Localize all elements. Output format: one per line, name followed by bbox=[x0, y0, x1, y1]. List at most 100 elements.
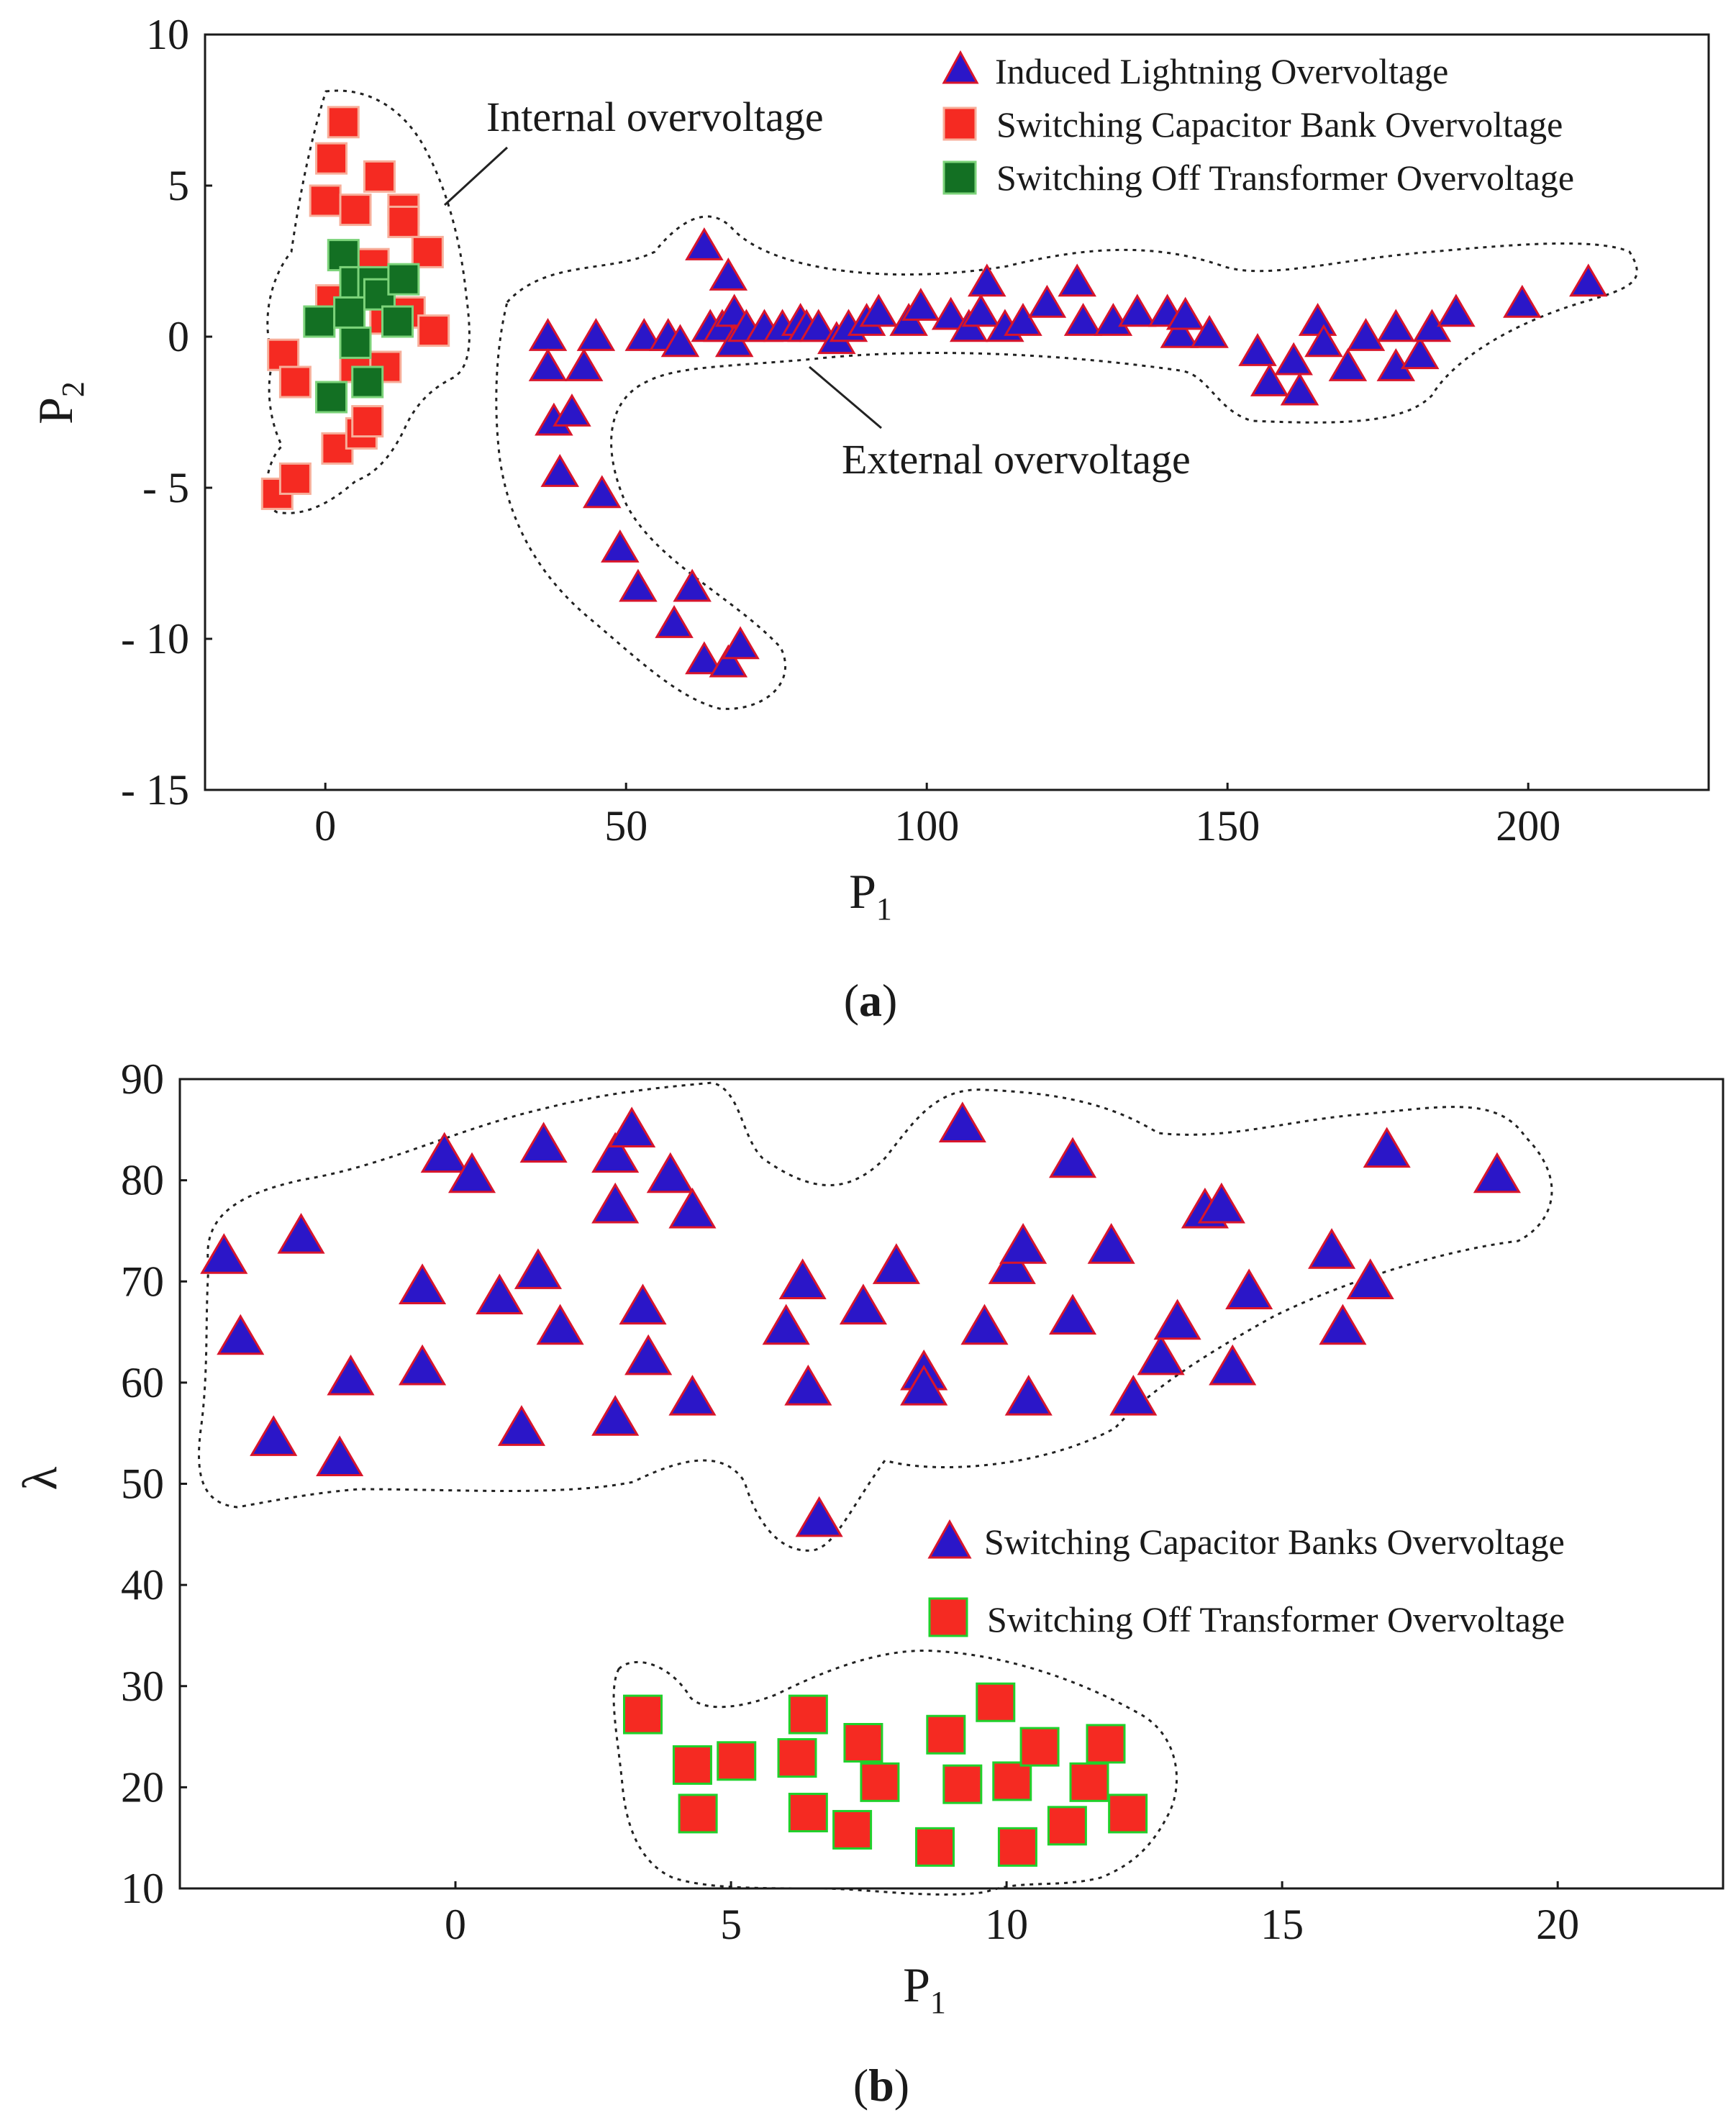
b-triangle-point bbox=[591, 1395, 640, 1436]
b-legend-item-capacitor-banks: Switching Capacitor Banks Overvoltage bbox=[927, 1519, 1565, 1562]
a-square-point bbox=[327, 106, 360, 139]
a-y-tick-label: - 10 bbox=[121, 615, 189, 663]
a-triangle-point bbox=[528, 318, 568, 351]
a-internal-cluster-outline bbox=[265, 89, 471, 514]
b-square-point bbox=[942, 1764, 983, 1804]
b-square-point bbox=[1047, 1806, 1087, 1846]
b-triangle-point bbox=[497, 1405, 546, 1446]
b-triangle-point bbox=[960, 1304, 1009, 1345]
b-legend-red-square-symbol bbox=[928, 1597, 968, 1637]
b-triangle-point bbox=[1153, 1299, 1201, 1340]
a-triangle-point bbox=[961, 294, 1001, 327]
a-square-point bbox=[417, 314, 450, 347]
a-square-point bbox=[315, 142, 348, 175]
a-triangle-point bbox=[564, 348, 604, 381]
a-triangle-point bbox=[1250, 363, 1289, 396]
a-triangle-point bbox=[1346, 318, 1386, 351]
b-triangle-point bbox=[1319, 1304, 1367, 1345]
b-x-axis-label: P1 bbox=[903, 1958, 946, 2020]
b-triangle-point bbox=[1004, 1374, 1053, 1416]
b-triangle-point bbox=[1048, 1293, 1097, 1335]
a-triangle-point bbox=[1569, 263, 1608, 297]
a-x-tick-label: 0 bbox=[314, 802, 336, 850]
a-square-point bbox=[339, 194, 372, 227]
a-square-point bbox=[411, 235, 444, 268]
b-triangle-point bbox=[200, 1233, 248, 1274]
a-annotation-external-leader bbox=[809, 365, 882, 429]
b-triangle-point bbox=[1087, 1223, 1135, 1264]
a-x-axis-label: P1 bbox=[849, 864, 892, 927]
a-square-point bbox=[303, 305, 336, 338]
b-square-point bbox=[678, 1793, 718, 1834]
b-triangle-point bbox=[762, 1304, 810, 1345]
a-y-tick-label: 0 bbox=[168, 313, 189, 360]
a-triangle-point bbox=[1094, 303, 1133, 336]
b-triangle-point bbox=[514, 1248, 563, 1289]
a-triangle-point bbox=[1190, 314, 1229, 348]
b-triangle-point bbox=[1048, 1137, 1097, 1178]
b-triangle-point bbox=[250, 1415, 298, 1456]
a-legend-item-transformer: Switching Off Transformer Overvoltage bbox=[942, 158, 1574, 198]
a-series-2 bbox=[260, 106, 450, 510]
a-triangle-point bbox=[582, 475, 622, 509]
a-triangle-point bbox=[1118, 294, 1157, 327]
a-x-tick-label: 150 bbox=[1195, 802, 1260, 850]
b-triangle-point bbox=[784, 1364, 832, 1406]
a-triangle-point bbox=[1063, 303, 1103, 336]
b-triangle-point bbox=[420, 1132, 468, 1173]
b-series-2 bbox=[623, 1682, 1148, 1867]
a-triangle-point bbox=[576, 318, 616, 351]
b-square-cluster-outline bbox=[612, 1649, 1178, 1896]
b-triangle-point bbox=[668, 1187, 717, 1229]
a-panel-label: (a) bbox=[844, 975, 898, 1026]
b-triangle-point bbox=[938, 1101, 986, 1142]
b-triangle-point bbox=[839, 1283, 887, 1325]
a-triangle-point bbox=[931, 296, 971, 330]
b-triangle-point bbox=[399, 1344, 447, 1386]
b-square-point bbox=[832, 1809, 873, 1850]
b-triangle-point bbox=[536, 1304, 584, 1345]
b-y-tick-label: 10 bbox=[121, 1865, 164, 1912]
a-triangle-point bbox=[1503, 284, 1542, 318]
a-square-point bbox=[387, 205, 420, 238]
a-triangle-point bbox=[624, 318, 664, 351]
b-y-tick-label: 50 bbox=[121, 1460, 164, 1508]
a-triangle-point bbox=[799, 309, 838, 342]
b-triangle-point bbox=[872, 1243, 920, 1284]
b-square-point bbox=[976, 1682, 1016, 1722]
a-legend-item-induced-lightning: Induced Lightning Overvoltage bbox=[942, 50, 1448, 91]
b-triangle-point bbox=[591, 1182, 640, 1224]
b-legend-label-transformer: Switching Off Transformer Overvoltage bbox=[987, 1599, 1565, 1640]
b-triangle-point bbox=[795, 1496, 843, 1537]
b-square-point bbox=[997, 1827, 1037, 1867]
a-y-tick-label: - 15 bbox=[121, 766, 189, 814]
b-x-tick-label: 15 bbox=[1260, 1901, 1304, 1948]
a-triangle-point bbox=[553, 394, 591, 427]
a-y-tick-label: 5 bbox=[168, 162, 189, 209]
b-triangle-point bbox=[999, 1223, 1047, 1264]
a-triangle-point bbox=[709, 644, 748, 678]
b-triangle-point bbox=[1346, 1258, 1394, 1299]
a-triangle-point bbox=[528, 348, 568, 381]
b-triangle-point bbox=[277, 1212, 325, 1254]
b-square-point bbox=[672, 1745, 712, 1785]
a-legend-green-square-symbol bbox=[942, 160, 977, 195]
a-triangle-point bbox=[1160, 314, 1199, 348]
a-series-3 bbox=[303, 239, 420, 414]
a-x-tick-label: 100 bbox=[894, 802, 959, 850]
b-square-point bbox=[777, 1738, 817, 1778]
b-square-point bbox=[1086, 1724, 1126, 1764]
a-triangle-point bbox=[540, 454, 580, 487]
b-square-point bbox=[788, 1793, 828, 1833]
b-x-tick-label: 5 bbox=[720, 1901, 742, 1948]
a-square-point bbox=[339, 326, 372, 359]
b-triangle-point bbox=[1363, 1127, 1411, 1168]
a-square-point bbox=[267, 338, 300, 371]
b-square-point bbox=[1069, 1762, 1109, 1802]
b-triangle-cluster-outline bbox=[198, 1081, 1553, 1552]
a-triangle-point bbox=[655, 605, 694, 638]
panel-b: 0 5 10 15 20 90 80 70 60 50 40 30 20 10 P1 λ Switchin… bbox=[12, 1055, 1724, 2111]
b-square-point bbox=[915, 1827, 955, 1867]
